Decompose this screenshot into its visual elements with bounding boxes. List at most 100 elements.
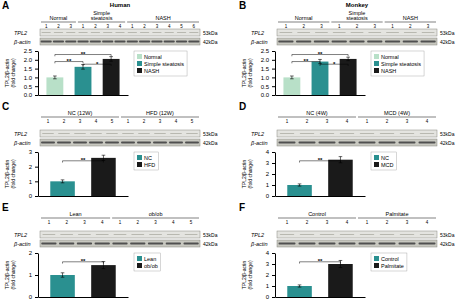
lane-number: 2 <box>409 24 412 29</box>
significance-label: ** <box>304 58 309 64</box>
blot-band <box>185 234 197 235</box>
blot-kda: 42kDa <box>440 241 455 247</box>
panel: ELean1234ob/ob12345TPL253kDaβ-actin42kDa… <box>2 202 218 300</box>
significance-label: ** <box>67 58 72 64</box>
blot-band <box>106 142 118 144</box>
lane-number: 3 <box>374 24 377 29</box>
group-name: Normal <box>295 15 313 21</box>
blot-title: Human <box>110 2 131 8</box>
blot-band <box>422 32 434 33</box>
panel-label: C <box>2 101 9 112</box>
blot-row-label: β-actin <box>13 241 31 247</box>
blot-band <box>279 243 294 245</box>
blot-band <box>140 41 149 43</box>
group-name: Control <box>308 211 326 217</box>
y-tick-label: 0 <box>266 193 270 199</box>
blot-band <box>400 133 413 134</box>
blot-kda: 53kDa <box>440 232 455 238</box>
lane-number: 2 <box>137 220 140 225</box>
text-line: Lean <box>69 211 81 217</box>
blot-band <box>279 142 294 144</box>
panel-label: A <box>2 0 9 11</box>
group-name: NASH <box>155 15 170 21</box>
blot-band <box>421 41 435 43</box>
text-line: Normal <box>50 15 68 21</box>
y-tick: 2 <box>266 171 275 177</box>
plot-area <box>46 55 119 95</box>
y-tick: 0 <box>266 193 275 199</box>
legend-label: NC <box>144 155 152 161</box>
y-axis: 01234 <box>266 250 276 300</box>
y-axis-line <box>275 254 276 298</box>
blot-box <box>40 139 200 146</box>
legend-label: Simple steatosis <box>381 61 421 67</box>
legend-swatch <box>137 68 142 73</box>
blot-band <box>139 133 150 134</box>
lane-number: 4 <box>119 24 122 29</box>
blot-band <box>350 41 364 43</box>
lane-number: 2 <box>57 24 60 29</box>
y-tick: 3 <box>266 160 275 166</box>
y-tick-label: 1.5 <box>24 66 33 72</box>
blot-band <box>369 32 381 33</box>
blot-band <box>153 32 161 33</box>
lane-number: 2 <box>143 119 146 124</box>
y-tick-label: 1.0 <box>261 75 270 81</box>
blot-band <box>123 133 134 134</box>
x-axis <box>276 297 366 298</box>
lane-number: 4 <box>101 220 104 225</box>
lane-number: 6 <box>193 24 196 29</box>
lane-number: 2 <box>65 220 68 225</box>
y-tick-mark <box>35 60 38 61</box>
panel: DNC (4W)1234MCD (4W)1234TPL253kDaβ-actin… <box>239 101 455 199</box>
blot-band <box>115 41 124 43</box>
panel-label: F <box>239 202 245 213</box>
blot-band <box>400 234 413 235</box>
blot-band <box>154 142 166 144</box>
y-tick-mark <box>272 286 275 287</box>
lane-number: 3 <box>406 220 409 225</box>
blot-band <box>319 243 334 245</box>
blot-band <box>298 32 310 33</box>
blot-band <box>404 32 416 33</box>
blot-kda: 53kDa <box>203 131 218 137</box>
panel-label: B <box>239 0 246 11</box>
x-axis-line <box>39 196 129 197</box>
panel-label: E <box>2 202 9 213</box>
x-axis-line <box>39 95 129 96</box>
y-tick-mark <box>35 297 38 298</box>
panel: AHumanNormal123Simplesteatosis1234NASH12… <box>2 0 218 98</box>
blot-band <box>78 243 92 245</box>
blot-band <box>190 32 198 33</box>
blot-kda: 42kDa <box>203 140 218 146</box>
legend-label: NASH <box>144 68 159 74</box>
y-tick-mark <box>35 86 38 87</box>
y-axis-line <box>38 52 39 96</box>
y-tick: 1.0 <box>24 75 38 81</box>
legend-frame <box>134 152 158 170</box>
y-tick-label: 2.0 <box>261 57 270 63</box>
group-name: ob/ob <box>149 211 163 217</box>
bar <box>91 265 116 297</box>
bar <box>283 77 300 95</box>
blot-row-label: β-actin <box>13 39 31 45</box>
y-tick: 1 <box>266 182 275 188</box>
blot-band <box>399 243 414 245</box>
blot: Lean1234ob/ob12345TPL253kDaβ-actin42kDa <box>13 211 218 247</box>
lane-number: 3 <box>406 119 409 124</box>
blot-box <box>277 130 437 137</box>
blot-band <box>419 243 434 245</box>
text-line: NASH <box>403 15 418 21</box>
blot-band <box>297 41 311 43</box>
y-axis-line <box>275 153 276 197</box>
blot-band <box>189 41 198 43</box>
lane-number: 2 <box>302 24 305 29</box>
y-tick-mark <box>35 152 38 153</box>
blot-box <box>40 38 200 45</box>
blot-band <box>60 243 74 245</box>
y-tick-mark <box>35 167 38 168</box>
lane-number: 2 <box>386 119 389 124</box>
blot-band <box>420 133 433 134</box>
y-tick: 4 <box>266 250 275 256</box>
blot-band <box>280 133 293 134</box>
